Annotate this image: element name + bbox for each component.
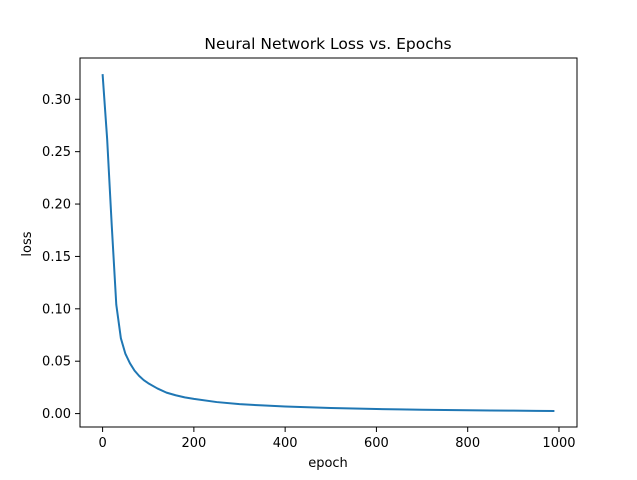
series-layer [101, 74, 555, 412]
axes-frame [79, 57, 578, 428]
x-tick-label: 400 [273, 436, 298, 451]
y-tick-label: 0.15 [42, 250, 71, 265]
x-tick-label: 200 [181, 436, 206, 451]
x-tick-label: 600 [364, 436, 389, 451]
y-tick-label: 0.10 [42, 302, 71, 317]
loss-series-line [101, 74, 555, 412]
plot-area [80, 58, 577, 427]
x-tick-label: 0 [98, 436, 106, 451]
y-tick-label: 0.30 [42, 93, 71, 108]
chart-title: Neural Network Loss vs. Epochs [204, 35, 451, 53]
x-axis-title: epoch [308, 456, 348, 471]
x-tick-label: 1000 [542, 436, 575, 451]
axes-layer: 0 200 400 600 800 1000 0.00 0.05 0.10 0.15 0.20 0.2… [42, 57, 578, 451]
y-axis-title: loss [20, 231, 35, 256]
y-tick-label: 0.00 [42, 407, 71, 422]
y-tick-label: 0.25 [42, 145, 71, 160]
y-tick-label: 0.05 [42, 355, 71, 370]
plot-background [80, 58, 577, 427]
y-tick-label: 0.20 [42, 198, 71, 213]
x-tick-label: 800 [455, 436, 480, 451]
